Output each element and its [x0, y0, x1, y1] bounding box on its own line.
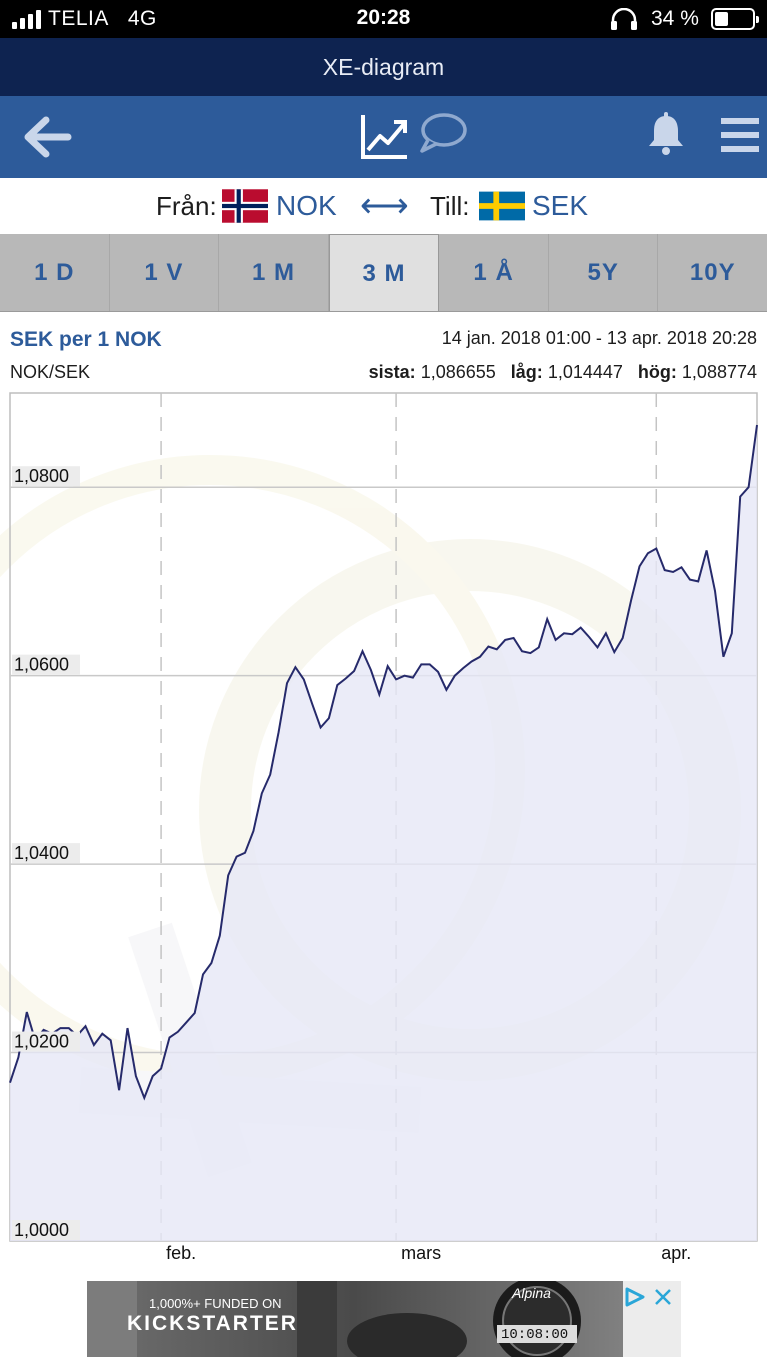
tab-1w[interactable]: 1 V — [110, 234, 220, 311]
y-tick-label: 1,0200 — [14, 1032, 69, 1052]
from-label: Från: — [156, 191, 217, 221]
bell-icon[interactable] — [646, 112, 686, 156]
chart-icon[interactable] — [360, 112, 410, 160]
x-axis-labels: feb. mars apr. — [166, 1243, 691, 1263]
high-label: hög: — [637, 362, 677, 382]
to-label: Till: — [430, 191, 470, 221]
x-tick-label: feb. — [166, 1243, 196, 1263]
rate-area — [10, 425, 757, 1241]
y-tick-label: 1,0600 — [14, 655, 69, 675]
y-tick-label: 1,0000 — [14, 1220, 69, 1240]
ad-brand: KICKSTARTER — [127, 1312, 298, 1335]
tab-3m[interactable]: 3 M — [328, 234, 440, 311]
carrier-label: TELIA 4G — [48, 7, 157, 30]
x-tick-label: mars — [401, 1243, 441, 1263]
chart-info: SEK per 1 NOK 14 jan. 2018 01:00 - 13 ap… — [0, 320, 767, 390]
to-currency[interactable]: SEK — [532, 190, 589, 221]
y-tick-bg — [12, 1031, 80, 1052]
app-title: XE-diagram — [0, 38, 767, 96]
y-tick-bg — [12, 466, 80, 487]
tab-1y[interactable]: 1 Å — [439, 234, 549, 311]
y-tick-label: 1,0400 — [14, 843, 69, 863]
last-label: sista: — [368, 362, 416, 382]
close-ad-icon[interactable] — [653, 1287, 673, 1307]
status-bar: TELIA 4G 20:28 34 % — [0, 0, 767, 38]
battery-icon — [711, 8, 759, 30]
swap-icon[interactable]: ⟷ — [360, 187, 409, 225]
y-tick-label: 1,0800 — [14, 466, 69, 486]
rate-chart[interactable]: 1,0000 1,0200 1,0400 1,0600 1,0800 feb. mars a… — [0, 390, 767, 1270]
ad-watch-time: 10:08:00 — [501, 1327, 569, 1343]
low-value: 1,014447 — [547, 362, 623, 382]
tab-1m[interactable]: 1 M — [219, 234, 329, 311]
chat-icon[interactable] — [418, 112, 468, 154]
from-currency[interactable]: NOK — [276, 190, 337, 221]
high-value: 1,088774 — [681, 362, 757, 382]
ad-banner[interactable]: 1,000%+ FUNDED ON KICKSTARTER Alpina 10:… — [87, 1281, 681, 1357]
last-value: 1,086655 — [420, 362, 496, 382]
ad-watch-brand: Alpina — [512, 1285, 551, 1301]
headphones-icon — [611, 8, 637, 30]
rate-line[interactable] — [9, 424, 758, 1101]
back-arrow-icon[interactable] — [22, 116, 72, 158]
ad-image[interactable] — [87, 1281, 681, 1357]
period-tabs: 1 D 1 V 1 M 3 M 1 Å 5Y 10Y — [0, 234, 767, 312]
adchoices-icon[interactable] — [623, 1286, 647, 1308]
battery-percent: 34 % — [651, 7, 699, 30]
pair-code: NOK/SEK — [10, 362, 91, 382]
clock: 20:28 — [356, 6, 411, 29]
ad-funded-text: 1,000%+ FUNDED ON — [149, 1296, 282, 1311]
tab-5y[interactable]: 5Y — [549, 234, 659, 311]
date-range: 14 jan. 2018 01:00 - 13 apr. 2018 20:28 — [441, 328, 757, 348]
y-tick-bg — [12, 843, 80, 864]
signal-icon — [12, 10, 41, 29]
low-label: låg: — [510, 362, 543, 382]
toolbar — [0, 96, 767, 178]
currency-pair-bar: Från: NOK ⟷ Till: SEK — [0, 178, 767, 234]
norway-flag-icon — [222, 189, 268, 223]
tab-10y[interactable]: 10Y — [689, 259, 736, 286]
chart-title: SEK per 1 NOK — [10, 328, 162, 351]
menu-icon[interactable] — [721, 116, 759, 154]
chart-svg[interactable]: 1,0000 1,0200 1,0400 1,0600 1,0800 feb. mars a… — [0, 390, 767, 1270]
x-tick-label: apr. — [661, 1243, 691, 1263]
stats-line: sista: 1,086655 låg: 1,014447 hög: 1,088… — [369, 362, 757, 383]
tab-1d[interactable]: 1 D — [0, 234, 110, 311]
y-tick-bg — [12, 654, 80, 675]
y-tick-bg — [12, 1220, 80, 1240]
sweden-flag-icon — [479, 191, 525, 221]
y-axis-labels: 1,0000 1,0200 1,0400 1,0600 1,0800 — [12, 466, 80, 1240]
